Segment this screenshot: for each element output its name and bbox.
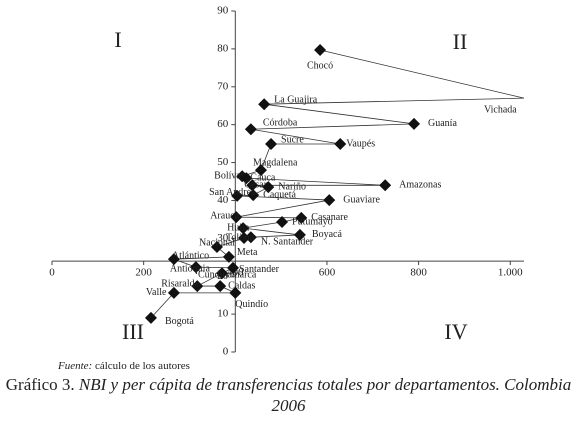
point [216, 267, 229, 280]
point [167, 286, 180, 299]
x-tick-label: 0 [49, 267, 55, 279]
point [189, 261, 202, 274]
point [229, 286, 242, 299]
y-tick-label: 40 [217, 194, 229, 206]
point [240, 172, 253, 185]
point [237, 222, 250, 235]
point-label: Cundinamarca [198, 269, 257, 280]
point [247, 189, 260, 202]
point [230, 211, 243, 224]
point [293, 228, 306, 241]
y-tick-label: 60 [217, 118, 229, 130]
point-label: Caquetá [263, 189, 296, 200]
source-text: cálculo de los autores [94, 360, 190, 372]
point-label: Atlántico [172, 250, 209, 261]
point [238, 231, 251, 244]
point-label: Córdoba [263, 118, 298, 129]
point-label: Vaupés [346, 138, 375, 149]
point [265, 137, 278, 150]
point-label: Huila [227, 222, 250, 233]
caption-text: NBI y per cápita de transferencias total… [78, 375, 572, 415]
quadrant-label: IV [444, 319, 467, 344]
x-tick-label: 800 [410, 267, 427, 279]
y-tick-label: 10 [217, 308, 229, 320]
point-label: Santander [239, 264, 280, 275]
y-tick-label: 80 [217, 42, 229, 54]
point [244, 231, 257, 244]
point [222, 250, 235, 263]
point [295, 211, 308, 224]
point-label: Guanía [428, 118, 457, 129]
x-tick-label: 1.000 [498, 267, 523, 279]
point-label: Vichada [484, 104, 517, 115]
source-label: Fuente: [58, 360, 93, 372]
point [144, 311, 157, 324]
point-label: Sucre [281, 134, 304, 145]
point [246, 179, 259, 192]
point [258, 98, 271, 111]
point-label: Chocó [307, 60, 333, 71]
point-label: Antioquia [170, 263, 211, 274]
point [379, 179, 392, 192]
point-label: Putumayo [292, 216, 333, 227]
point [244, 123, 257, 136]
point [408, 117, 421, 130]
point-label: Cauca [250, 172, 276, 183]
quadrant-label: III [122, 319, 144, 344]
caption: Gráfico 3. NBI y per cápita de transfere… [0, 374, 577, 416]
point [262, 181, 275, 194]
point [334, 137, 347, 150]
point-label: Bogotá [165, 316, 194, 327]
point-label: Guaviare [343, 194, 380, 205]
point-label: Arauca [210, 210, 239, 221]
point-label: Valle [146, 287, 167, 298]
point [191, 280, 204, 293]
point-label: Risaralda [161, 278, 199, 289]
point [323, 194, 336, 207]
point [214, 280, 227, 293]
point-label: Nariño [278, 181, 306, 192]
point [276, 216, 289, 229]
point [231, 189, 244, 202]
point [210, 241, 223, 254]
point-label: Caldas [228, 280, 255, 291]
source: Fuente: cálculo de los autores [58, 360, 190, 372]
point [254, 164, 267, 177]
connecting-line [150, 49, 525, 319]
y-tick-label: 30 [217, 232, 229, 244]
x-tick-label: 200 [135, 267, 152, 279]
point-label: Meta [237, 247, 258, 258]
point-label: Magdalena [253, 157, 298, 168]
point-label: Casanare [311, 212, 348, 223]
point-label: Bolívar [214, 170, 245, 181]
point-label: La Guajira [274, 95, 318, 106]
caption-label: Gráfico 3. [5, 375, 75, 394]
point-label: Nacional [199, 237, 235, 248]
quadrant-label: II [453, 29, 468, 54]
point-label: Tolima [226, 232, 255, 243]
y-tick-label: 90 [217, 5, 229, 17]
point [227, 261, 240, 274]
quadrant-label: I [114, 27, 121, 52]
point [314, 44, 327, 57]
y-tick-label: 50 [217, 156, 229, 168]
point-label: N. Santander [261, 236, 314, 247]
point [167, 253, 180, 266]
point-label: Quindío [235, 299, 268, 310]
y-tick-label: 0 [223, 346, 229, 358]
point-label: Boyacá [312, 229, 343, 240]
point-label: San Andrés [209, 187, 255, 198]
y-tick-label: 70 [217, 80, 229, 92]
point-label: Cesar [244, 180, 267, 191]
point-label: Amazonas [399, 180, 441, 191]
chart: 02004006008001.0000102030405060708090III… [49, 5, 525, 358]
x-tick-label: 600 [319, 267, 336, 279]
